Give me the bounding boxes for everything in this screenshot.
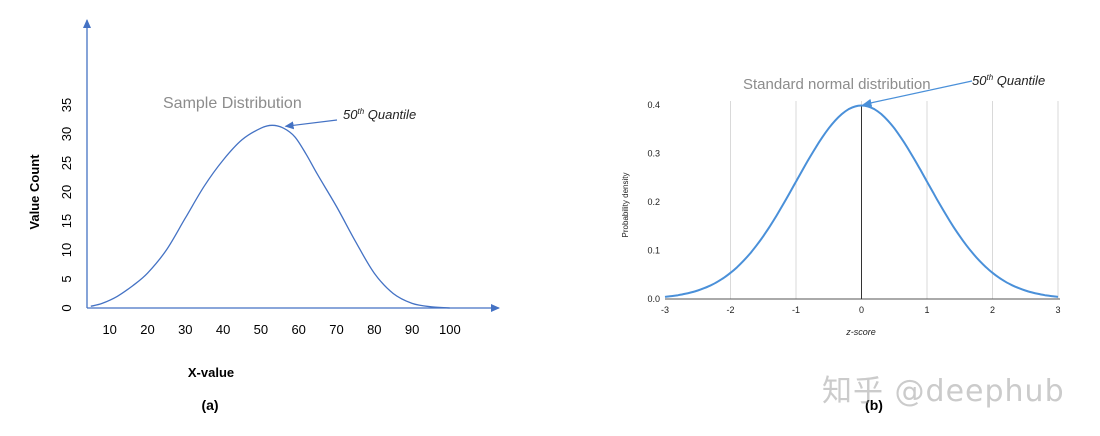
chart-b-y-tick-label: 0.4 bbox=[647, 100, 660, 110]
chart-a-y-label: Value Count bbox=[27, 154, 42, 230]
chart-b-y-tick-label: 0.3 bbox=[647, 149, 660, 159]
chart-a-x-tick-label: 80 bbox=[367, 322, 381, 337]
chart-b-panel-label: (b) bbox=[865, 397, 883, 413]
chart-a-y-tick-label: 25 bbox=[59, 156, 74, 170]
chart-b-x-tick-label: -2 bbox=[726, 305, 734, 315]
chart-a: 0 5 10 15 20 25 30 35 10 20 30 40 50 60 70 80 90 100 Sam… bbox=[27, 19, 500, 413]
chart-b-annotation-arrow bbox=[862, 80, 973, 107]
chart-a-x-tick-label: 20 bbox=[140, 322, 154, 337]
chart-b-x-tick-label: 1 bbox=[924, 305, 929, 315]
chart-a-x-label: X-value bbox=[188, 365, 234, 380]
chart-b-x-tick-label: 2 bbox=[990, 305, 995, 315]
chart-a-x-tick-label: 100 bbox=[439, 322, 461, 337]
chart-a-y-tick-label: 35 bbox=[59, 98, 74, 112]
chart-a-y-tick-label: 10 bbox=[59, 243, 74, 257]
chart-b-y-tick-label: 0.1 bbox=[647, 246, 660, 256]
chart-b-x-tick-label: -3 bbox=[661, 305, 669, 315]
chart-b-title: Standard normal distribution bbox=[743, 76, 931, 93]
chart-a-x-tick-label: 10 bbox=[102, 322, 116, 337]
chart-b-x-tick-label: 0 bbox=[859, 305, 864, 315]
chart-b-x-label: z-score bbox=[845, 327, 876, 337]
chart-a-x-tick-label: 60 bbox=[291, 322, 305, 337]
chart-b-x-tick-label: -1 bbox=[792, 305, 800, 315]
chart-a-y-tick-label: 30 bbox=[59, 127, 74, 141]
chart-a-y-tick-label: 5 bbox=[59, 275, 74, 282]
chart-b-series-line bbox=[664, 104, 1059, 298]
chart-a-panel-label: (a) bbox=[201, 397, 218, 413]
chart-a-x-tick-label: 30 bbox=[178, 322, 192, 337]
chart-b: 0.0 0.1 0.2 0.3 0.4 -3 -2 -1 0 1 2 3 Standard norm… bbox=[621, 73, 1061, 413]
chart-a-x-tick-label: 70 bbox=[329, 322, 343, 337]
chart-b-y-tick-label: 0.0 bbox=[647, 294, 660, 304]
chart-b-x-tick-label: 3 bbox=[1055, 305, 1060, 315]
chart-a-y-tick-label: 0 bbox=[59, 304, 74, 311]
chart-b-annotation: 50th Quantile bbox=[972, 73, 1045, 88]
chart-a-annotation: 50th Quantile bbox=[343, 107, 416, 122]
chart-a-y-tick-label: 20 bbox=[59, 185, 74, 199]
chart-a-x-tick-label: 50 bbox=[254, 322, 268, 337]
chart-a-series-line bbox=[90, 124, 450, 309]
chart-a-annotation-arrow bbox=[284, 119, 338, 130]
chart-b-y-label: Probability density bbox=[621, 173, 630, 238]
chart-a-x-tick-label: 40 bbox=[216, 322, 230, 337]
chart-a-title: Sample Distribution bbox=[163, 95, 302, 112]
chart-a-x-tick-label: 90 bbox=[405, 322, 419, 337]
watermark: 知乎 @deephub bbox=[822, 374, 1065, 409]
chart-a-y-tick-label: 15 bbox=[59, 214, 74, 228]
chart-b-y-tick-label: 0.2 bbox=[647, 197, 660, 207]
